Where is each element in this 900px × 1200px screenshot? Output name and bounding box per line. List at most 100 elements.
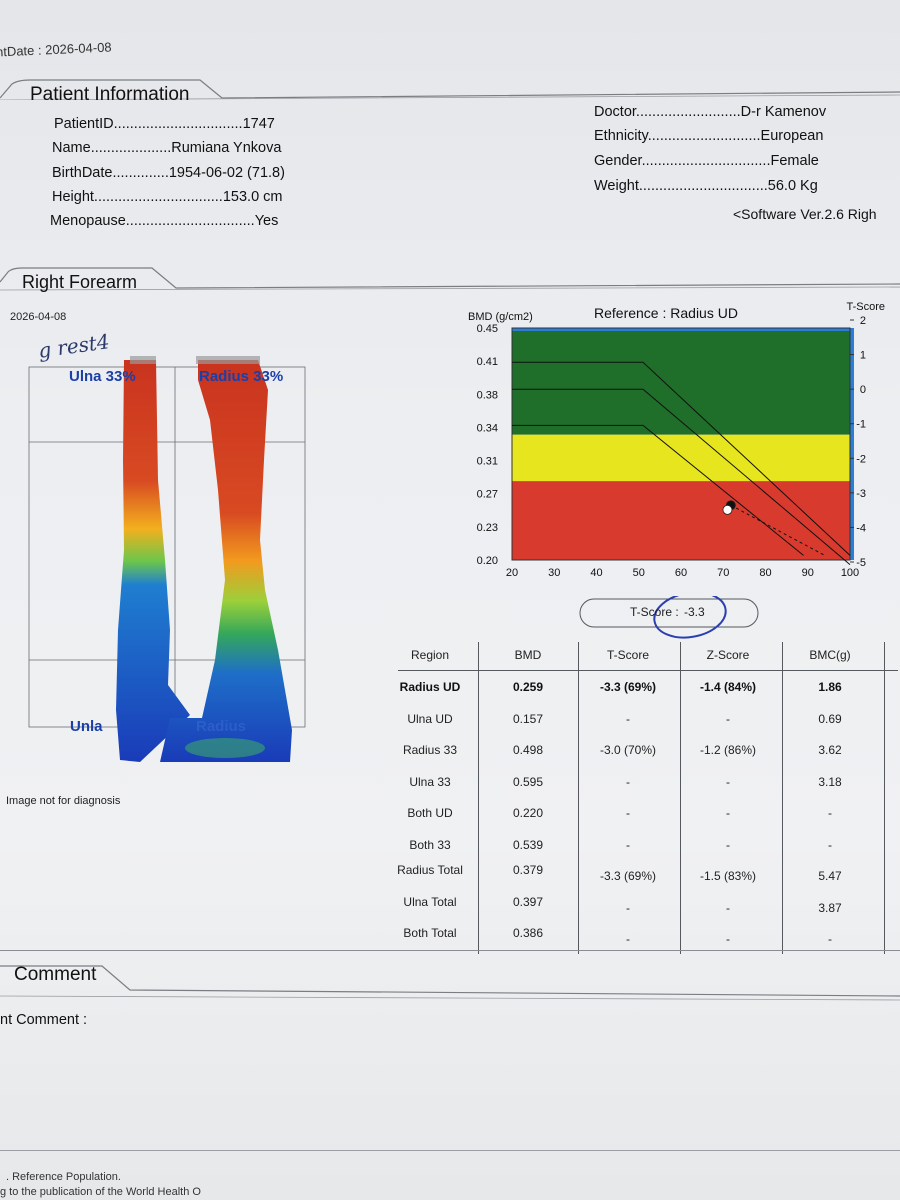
forearm-scan-image [28,356,306,762]
field-label: Doctor [594,104,636,120]
table-header-tscore: T-Score [606,648,649,662]
table-cell-bmc: 3.87 [818,900,842,915]
table-cell-bmc: - [828,837,832,852]
table-cell-region: Radius 33 [402,743,458,757]
table-cell-z: -1.5 (83%) [699,869,757,883]
field-value: 1747 [242,116,275,132]
table-header-divider [398,670,898,671]
ulna-33-label: Ulna 33% [69,368,136,385]
y-tick-label: 0.31 [477,456,498,468]
table-cell-region: Ulna Total [403,894,457,909]
patient-field-ethnicity: Ethnicity............................Eur… [594,128,823,144]
bmd-reference-chart: 20 30 40 50 60 70 80 90 1000.450.410.380.340.310… [468,301,885,579]
tscore-box [579,596,759,639]
table-cell-t: - [626,774,630,789]
band-normal [512,328,850,435]
y-tick-label: 0.23 [477,522,498,534]
field-label: Ethnicity [594,128,648,144]
band-right-strip [850,328,854,560]
table-cell-t: -3.3 (69%) [599,680,657,694]
field-dots: ................................ [113,116,243,132]
table-header-bmd: BMD [514,648,542,662]
table-cell-region: Ulna UD [407,711,453,726]
table-cell-z: - [726,711,730,726]
field-value: 1954-06-02 (71.8) [168,165,285,181]
footer-line-1: . Reference Population. [6,1171,121,1183]
x-tick-label: 80 [759,567,771,579]
x-tick-label: 90 [802,567,814,579]
field-dots: .......................... [635,104,741,120]
table-cell-bmd: 0.157 [512,711,544,726]
table-cell-region: Radius UD [399,680,461,694]
patient-section-frame [0,79,900,100]
table-cell-bmc: - [828,932,832,946]
table-cell-bmd: 0.259 [512,680,544,694]
table-cell-t: -3.0 (70%) [599,743,657,757]
field-label: Menopause [50,213,126,229]
ulna-ud-label: Unla [70,718,103,735]
comment-label: nt Comment : [0,1012,88,1028]
forearm-section-title: Right Forearm [22,272,138,292]
field-label: Name [52,140,91,156]
table-column-divider [782,642,783,954]
field-value: European [760,128,824,144]
table-cell-region: Ulna 33 [409,774,451,789]
patient-field-name: Name....................Rumiana Ynkova [52,140,281,156]
table-cell-bmd: 0.498 [512,743,544,757]
table-cell-t: -3.3 (69%) [599,869,657,883]
field-label: Height [52,189,94,205]
table-cell-t: - [626,900,630,915]
table-cell-z: - [726,932,730,946]
table-cell-bmc: 3.18 [818,774,842,789]
table-cell-t: - [626,806,630,820]
y2-tick-label: -5 [856,557,866,569]
table-bottom-divider [0,950,900,951]
table-column-divider [884,642,885,954]
patient-field-gender: Gender................................Fe… [594,153,819,169]
report-date: ntDate : 2026-04-08 [0,39,112,60]
table-cell-t: - [626,932,630,946]
table-cell-region: Radius Total [397,863,463,877]
field-label: Weight [594,178,639,194]
field-dots: .................... [90,140,172,156]
field-value: Yes [254,213,279,229]
table-cell-bmc: - [828,806,832,820]
field-label: BirthDate [52,165,113,181]
table-cell-z: - [726,774,730,789]
field-dots: ................................ [125,213,255,229]
field-value: 56.0 Kg [767,178,818,194]
field-dots: ................................ [641,153,771,169]
x-tick-label: 60 [675,567,687,579]
chart-title: Reference : Radius UD [594,305,738,321]
table-cell-bmd: 0.386 [512,926,544,940]
band-top-strip [512,328,850,331]
x-tick-label: 20 [506,567,518,579]
footer-line-2: g to the publication of the World Health… [0,1186,201,1198]
table-cell-z: -1.4 (84%) [699,680,757,694]
y2-axis-label: T-Score [846,301,885,313]
y2-tick-label: 1 [860,350,866,362]
x-tick-label: 50 [633,567,645,579]
footer-divider [0,1150,900,1151]
y-tick-label: 0.20 [477,555,498,567]
field-dots: ................................ [93,189,223,205]
x-tick-label: 30 [548,567,560,579]
y-tick-label: 0.41 [477,356,498,368]
field-value: Female [770,153,819,169]
patient-field-birthdate: BirthDate..............1954-06-02 (71.8) [52,165,285,181]
field-value: Rumiana Ynkova [171,140,282,156]
table-column-divider [680,642,681,954]
patient-field-menopause: Menopause...............................… [50,213,278,229]
table-cell-region: Both Total [403,926,457,940]
table-cell-bmd: 0.595 [512,774,544,789]
table-column-divider [578,642,579,954]
field-dots: .............. [112,165,169,181]
table-cell-bmd: 0.379 [512,863,544,877]
table-cell-z: - [726,900,730,915]
field-dots: ............................ [647,128,761,144]
tscore-label: T-Score : [630,605,679,619]
band-osteopenia [512,434,850,482]
patient-field-doctor: Doctor..........................D-r Kame… [594,104,826,120]
field-dots: ................................ [638,178,768,194]
y2-tick-label: 0 [860,384,866,396]
